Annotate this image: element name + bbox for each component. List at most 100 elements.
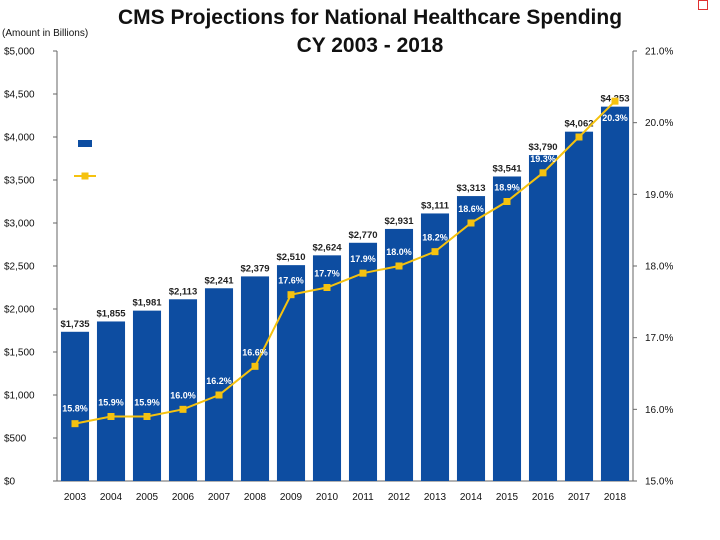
bar-value-label: $3,541 [492,163,522,174]
line-point-marker [539,169,547,177]
line-value-label: 18.9% [494,183,520,193]
x-tick-label: 2005 [136,492,159,503]
x-tick-label: 2011 [352,492,374,503]
bar-value-label: $4,062 [564,119,593,130]
bar-value-label: $2,379 [240,263,269,274]
line-point-marker [251,362,259,370]
left-tick-label: $1,500 [4,348,35,359]
legend-label-bars: National Health Expenditures (billions) [97,139,258,150]
line-value-label: 15.8% [62,404,88,414]
right-tick-label: 20.0% [645,118,673,129]
bar-value-label: $2,624 [312,242,342,253]
line-value-label: 19.3% [530,154,556,164]
bar [60,331,90,481]
line-value-label: 18.6% [458,204,484,214]
left-tick-label: $2,500 [4,262,35,273]
bar-value-label: $1,981 [132,298,162,309]
line-point-marker [359,269,367,277]
bar [528,155,558,481]
corner-mark [698,0,708,10]
x-tick-label: 2017 [568,492,591,503]
line-point-marker [467,219,475,227]
right-tick-label: 19.0% [645,190,673,201]
left-tick-label: $500 [4,434,27,445]
left-tick-label: $2,000 [4,305,35,316]
left-tick-label: $4,000 [4,133,35,144]
x-tick-label: 2014 [460,492,483,503]
line-point-marker [431,248,439,256]
line-value-label: 20.3% [602,113,628,123]
gdp-percent-line [74,100,616,425]
line-point-marker [503,198,511,205]
bar-value-label: $2,510 [276,252,305,263]
chart-subtitle: CY 2003 - 2018 [296,34,444,57]
line-value-label: 15.9% [98,398,124,408]
bar [564,131,594,481]
bar-value-label: $1,735 [60,319,90,330]
line-point-marker [215,391,223,399]
bar [348,242,378,481]
x-tick-label: 2003 [64,492,87,503]
left-tick-label: $3,000 [4,219,35,230]
x-tick-label: 2012 [388,492,411,503]
line-value-label: 17.9% [350,254,376,264]
bar [168,299,198,481]
line-value-label: 19.8% [566,107,592,117]
line-value-label: 16.6% [242,347,268,357]
line-point-marker [323,284,331,291]
x-tick-label: 2018 [604,492,627,503]
line-value-label: 16.0% [170,390,196,400]
line-value-label: 18.0% [386,247,412,257]
x-tick-label: 2010 [316,492,339,503]
left-tick-label: $1,000 [4,391,35,402]
bar [132,310,162,481]
bar-value-label: $2,770 [348,230,377,241]
left-tick-label: $5,000 [4,47,35,58]
line-point-marker [71,420,79,428]
x-tick-label: 2004 [100,492,123,503]
x-tick-label: 2008 [244,492,267,503]
legend-label-line-1: National Health Expenditures as a [97,171,241,182]
line-value-label: 15.9% [134,398,160,408]
right-tick-label: 18.0% [645,262,673,273]
bar [420,213,450,482]
bar-value-label: $1,855 [96,308,126,319]
right-tick-label: 17.0% [645,333,673,344]
bar-value-label: $3,313 [456,183,485,194]
line-value-label: 17.6% [278,276,304,286]
bar [276,265,306,481]
x-tick-label: 2015 [496,492,519,503]
line-point-marker [143,413,151,420]
x-tick-label: 2007 [208,492,231,503]
bar [456,196,486,481]
bar [384,228,414,481]
line-point-marker [179,405,187,413]
line-point-marker [395,262,403,270]
legend-label-line-2: Percent of Gross Domestic Product [97,183,246,194]
line-point-marker [287,291,295,299]
right-tick-label: 15.0% [645,477,673,488]
left-tick-label: $4,500 [4,90,35,101]
line-point-marker [575,133,583,141]
x-tick-label: 2013 [424,492,447,503]
bar [96,321,126,481]
right-tick-label: 16.0% [645,405,673,416]
x-tick-label: 2009 [280,492,303,503]
bar-value-label: $2,931 [384,216,414,227]
line-point-marker [611,97,619,105]
x-tick-label: 2006 [172,492,195,503]
bar [240,276,270,481]
legend-bar-swatch [78,140,92,147]
bar-value-label: $2,241 [204,275,234,286]
bar [600,106,630,481]
bar-value-label: $3,790 [528,142,557,153]
bar [312,255,342,481]
legend-line-marker [81,172,89,180]
left-tick-label: $0 [4,477,16,488]
line-point-marker [107,413,115,420]
bar [492,176,522,481]
right-tick-label: 21.0% [645,47,673,58]
left-tick-label: $3,500 [4,176,35,187]
line-value-label: 16.2% [206,376,232,386]
